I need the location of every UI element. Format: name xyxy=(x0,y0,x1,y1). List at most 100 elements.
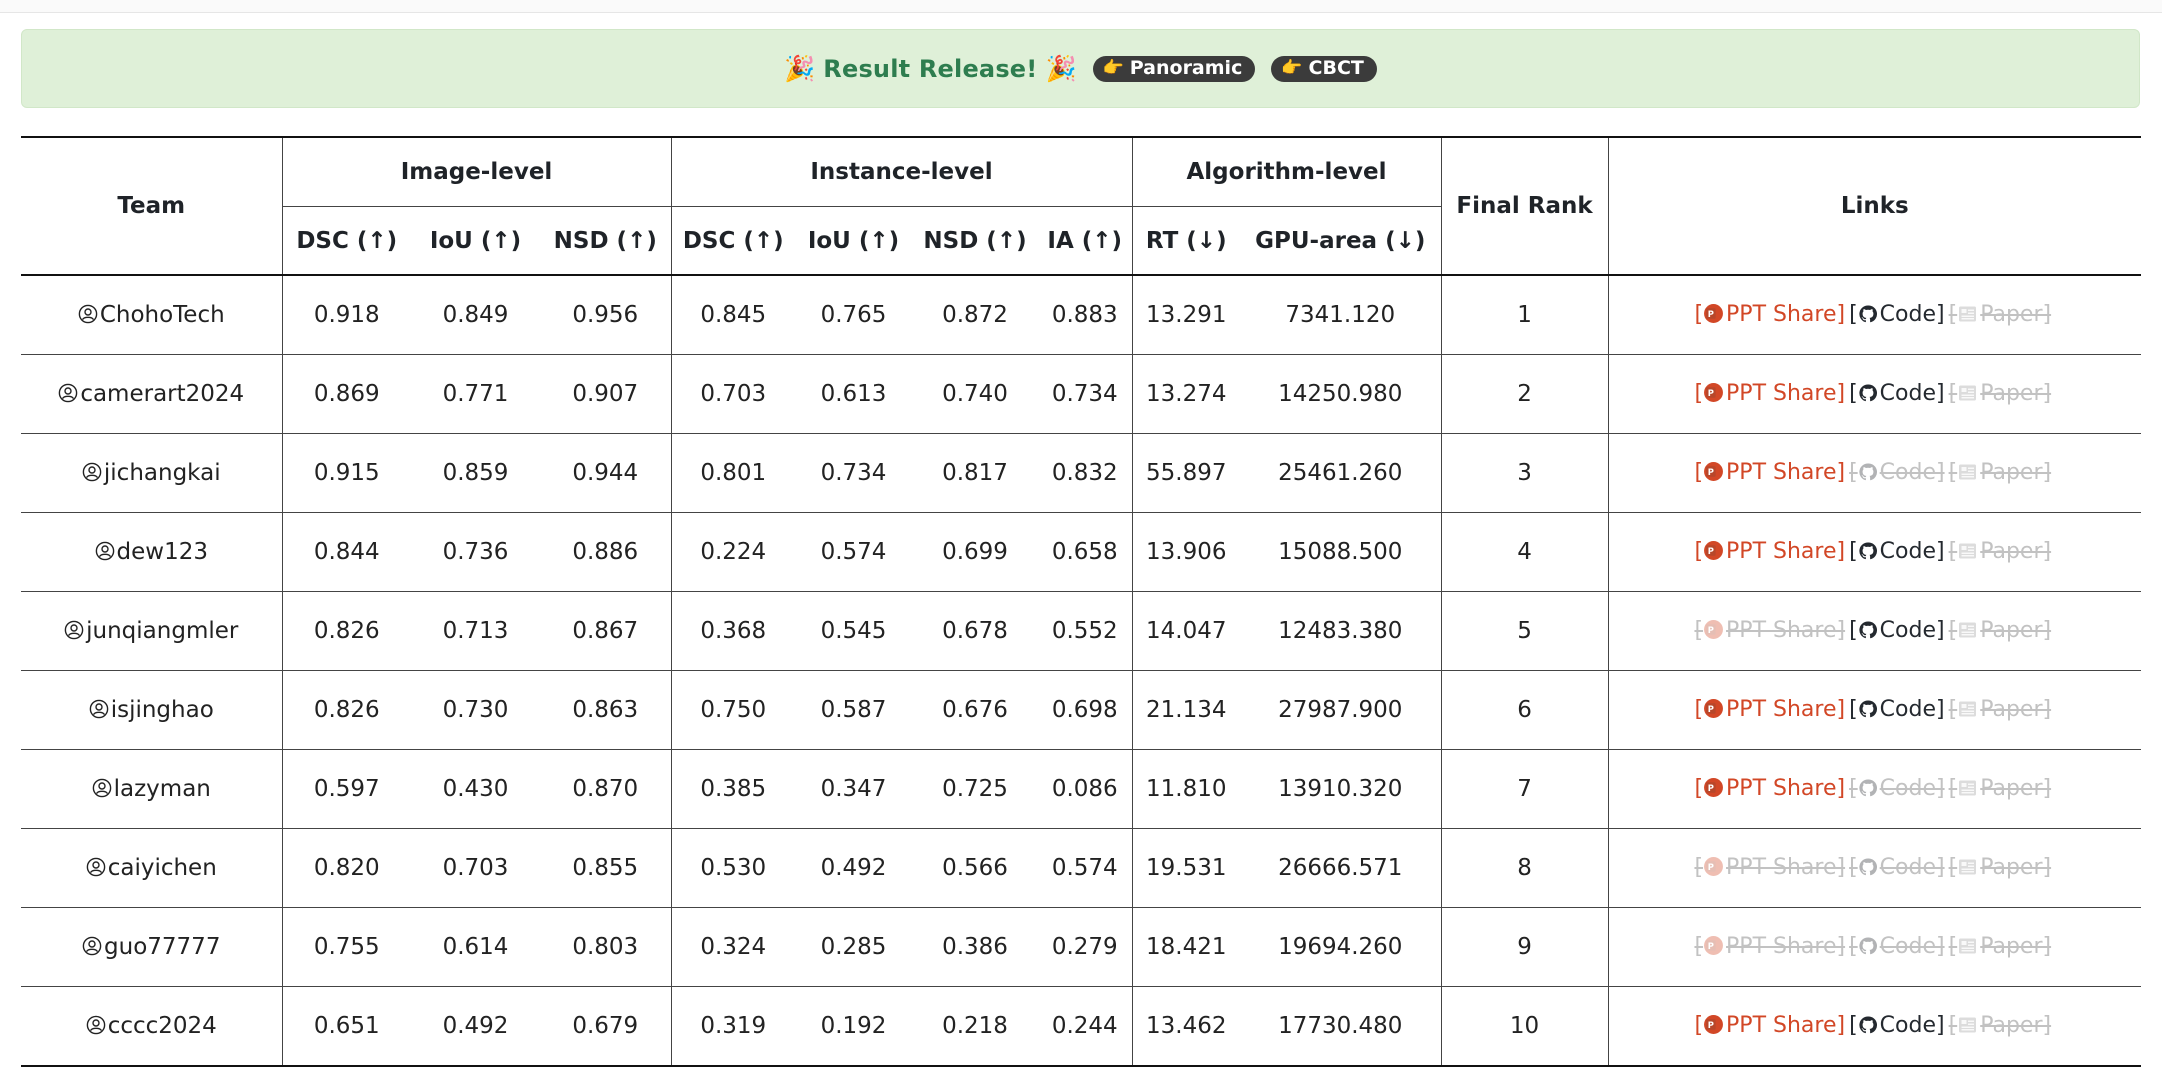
svg-text:P: P xyxy=(1708,309,1714,319)
ppt-link-label: PPT Share xyxy=(1726,459,1837,485)
instance-iou-cell: 0.574 xyxy=(795,512,912,592)
paper-icon xyxy=(1957,1015,1978,1041)
team-name: guo77777 xyxy=(104,934,221,960)
gpu-area-cell: 26666.571 xyxy=(1240,828,1442,908)
final-rank-header: Final Rank xyxy=(1440,137,1609,275)
team-column-header: Team xyxy=(117,193,186,219)
gpu-area-cell: 7341.120 xyxy=(1240,275,1442,355)
image-nsd-cell: 0.803 xyxy=(540,907,671,987)
rank-cell: 5 xyxy=(1440,591,1609,671)
image-dsc-cell: 0.869 xyxy=(281,354,411,434)
code-link: [Code] xyxy=(1849,934,1945,959)
team-cell: camerart2024 xyxy=(21,354,282,434)
instance-dsc-header: DSC (↑) xyxy=(670,206,795,275)
instance-ia-cell: 0.883 xyxy=(1038,275,1132,355)
instance-iou-cell: 0.285 xyxy=(795,907,912,987)
table-row: lazyman 0.597 0.430 0.870 0.385 0.347 0.725 0.0… xyxy=(21,749,2142,829)
links-cell: [P PPT Share][Code][Paper] xyxy=(1607,749,2142,829)
image-dsc-cell: 0.651 xyxy=(281,986,411,1067)
instance-dsc-cell: 0.530 xyxy=(670,828,795,908)
paper-icon xyxy=(1957,541,1978,567)
rank-cell: 8 xyxy=(1440,828,1609,908)
code-link[interactable]: [Code] xyxy=(1849,302,1945,327)
rank-cell: 4 xyxy=(1440,512,1609,592)
code-link[interactable]: [Code] xyxy=(1849,381,1945,406)
instance-ia-cell: 0.658 xyxy=(1038,512,1132,592)
ppt-link[interactable]: [P PPT Share] xyxy=(1694,697,1845,722)
code-link-label: Code xyxy=(1879,380,1936,406)
code-link[interactable]: [Code] xyxy=(1849,1013,1945,1038)
table-row: dew123 0.844 0.736 0.886 0.224 0.574 0.699 0.65… xyxy=(21,512,2142,592)
table-row: guo77777 0.755 0.614 0.803 0.324 0.285 0.386 0.… xyxy=(21,907,2142,987)
user-icon xyxy=(78,304,98,324)
panoramic-badge[interactable]: 👉 Panoramic xyxy=(1092,55,1256,82)
links-cell: [P PPT Share][Code][Paper] xyxy=(1607,986,2142,1067)
instance-ia-cell: 0.574 xyxy=(1038,828,1132,908)
code-link-label: Code xyxy=(1879,538,1936,564)
code-link[interactable]: [Code] xyxy=(1849,539,1945,564)
paper-link-label: Paper xyxy=(1980,696,2043,722)
paper-link: [Paper] xyxy=(1949,539,2052,564)
cbct-badge[interactable]: 👉 CBCT xyxy=(1271,55,1377,82)
rt-header: RT (↓) xyxy=(1131,206,1240,275)
instance-dsc-cell: 0.319 xyxy=(670,986,795,1067)
paper-link-label: Paper xyxy=(1980,538,2043,564)
instance-nsd-cell: 0.872 xyxy=(912,275,1038,355)
ppt-link[interactable]: [P PPT Share] xyxy=(1694,776,1845,801)
paper-icon xyxy=(1957,857,1978,883)
instance-level-header: Instance-level xyxy=(670,137,1132,207)
code-link[interactable]: [Code] xyxy=(1849,618,1945,643)
code-link-label: Code xyxy=(1879,301,1936,327)
ppt-link[interactable]: [P PPT Share] xyxy=(1694,1013,1845,1038)
instance-dsc-cell: 0.750 xyxy=(670,670,795,750)
team-cell: jichangkai xyxy=(21,433,282,513)
instance-iou-cell: 0.734 xyxy=(795,433,912,513)
team-name: cccc2024 xyxy=(107,1013,217,1039)
paper-link: [Paper] xyxy=(1949,381,2052,406)
team-cell: caiyichen xyxy=(21,828,282,908)
instance-ia-cell: 0.244 xyxy=(1038,986,1132,1067)
ppt-link[interactable]: [P PPT Share] xyxy=(1694,539,1845,564)
links-cell: [P PPT Share][Code][Paper] xyxy=(1607,512,2142,592)
paper-link-label: Paper xyxy=(1980,1012,2043,1038)
instance-iou-cell: 0.192 xyxy=(795,986,912,1067)
image-iou-cell: 0.703 xyxy=(411,828,540,908)
gpu-area-cell: 13910.320 xyxy=(1240,749,1442,829)
code-link: [Code] xyxy=(1849,460,1945,485)
paper-icon xyxy=(1957,620,1978,646)
paper-link: [Paper] xyxy=(1949,302,2052,327)
table-row: junqiangmler 0.826 0.713 0.867 0.368 0.545 0.6… xyxy=(21,591,2142,671)
svg-text:P: P xyxy=(1708,1020,1714,1030)
instance-nsd-cell: 0.725 xyxy=(912,749,1038,829)
code-link[interactable]: [Code] xyxy=(1849,697,1945,722)
gpu-area-cell: 27987.900 xyxy=(1240,670,1442,750)
instance-dsc-cell: 0.324 xyxy=(670,907,795,987)
team-cell: lazyman xyxy=(21,749,282,829)
powerpoint-icon: P xyxy=(1703,1014,1724,1041)
team-cell: junqiangmler xyxy=(21,591,282,671)
ppt-link[interactable]: [P PPT Share] xyxy=(1694,381,1845,406)
team-cell: dew123 xyxy=(21,512,282,592)
instance-iou-cell: 0.587 xyxy=(795,670,912,750)
banner-title: Result Release! xyxy=(823,54,1038,83)
team-cell: ChohoTech xyxy=(21,275,282,355)
powerpoint-icon: P xyxy=(1703,619,1724,646)
powerpoint-icon: P xyxy=(1703,935,1724,962)
ppt-link-label: PPT Share xyxy=(1726,696,1837,722)
links-cell: [P PPT Share][Code][Paper] xyxy=(1607,907,2142,987)
image-nsd-cell: 0.870 xyxy=(540,749,671,829)
instance-nsd-cell: 0.678 xyxy=(912,591,1038,671)
instance-ia-cell: 0.279 xyxy=(1038,907,1132,987)
ppt-link[interactable]: [P PPT Share] xyxy=(1694,460,1845,485)
powerpoint-icon: P xyxy=(1703,382,1724,409)
instance-nsd-cell: 0.699 xyxy=(912,512,1038,592)
team-name: lazyman xyxy=(113,776,211,802)
results-table: Team Image-level Instance-level Algorith… xyxy=(21,136,2142,1067)
links-cell: [P PPT Share][Code][Paper] xyxy=(1607,354,2142,434)
image-iou-cell: 0.614 xyxy=(411,907,540,987)
code-link: [Code] xyxy=(1849,855,1945,880)
paper-icon xyxy=(1957,778,1978,804)
github-icon xyxy=(1858,541,1878,567)
ppt-link[interactable]: [P PPT Share] xyxy=(1694,302,1845,327)
rt-cell: 13.291 xyxy=(1131,275,1240,355)
